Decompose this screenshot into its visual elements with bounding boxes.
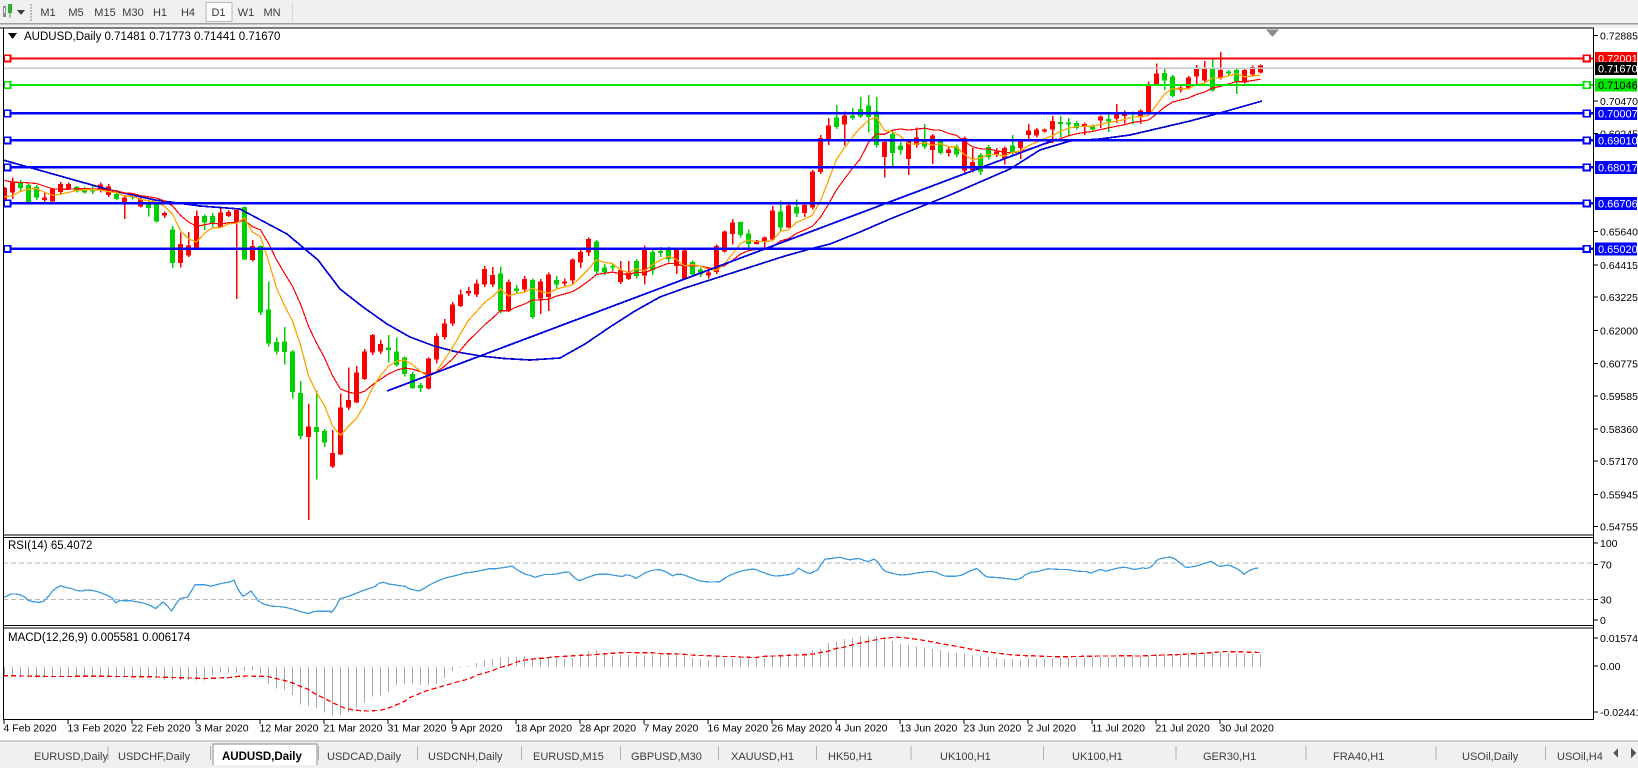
svg-text:16 May 2020: 16 May 2020 (708, 723, 769, 735)
svg-text:USDCAD,Daily: USDCAD,Daily (327, 751, 401, 763)
svg-text:4 Jun 2020: 4 Jun 2020 (836, 723, 888, 735)
svg-text:0.72885: 0.72885 (1600, 30, 1638, 42)
svg-text:0.63225: 0.63225 (1600, 292, 1638, 304)
svg-text:13 Jun 2020: 13 Jun 2020 (900, 723, 958, 735)
svg-text:M15: M15 (94, 7, 115, 19)
svg-text:MACD(12,26,9) 0.005581 0.00617: MACD(12,26,9) 0.005581 0.006174 (8, 632, 191, 644)
svg-text:USOil,H4: USOil,H4 (1557, 751, 1603, 763)
svg-text:RSI(14) 65.4072: RSI(14) 65.4072 (8, 540, 92, 552)
svg-text:0.70007: 0.70007 (1598, 108, 1638, 120)
svg-text:FRA40,H1: FRA40,H1 (1333, 751, 1384, 763)
svg-text:USOil,Daily: USOil,Daily (1462, 751, 1519, 763)
svg-text:0.64415: 0.64415 (1600, 260, 1638, 272)
svg-text:9 Apr 2020: 9 Apr 2020 (452, 723, 503, 735)
svg-text:M1: M1 (40, 7, 55, 19)
svg-text:EURUSD,Daily: EURUSD,Daily (34, 751, 108, 763)
svg-text:XAUUSD,H1: XAUUSD,H1 (731, 751, 794, 763)
svg-text:18 Apr 2020: 18 Apr 2020 (516, 723, 573, 735)
svg-text:AUDUSD,Daily: AUDUSD,Daily (222, 751, 302, 763)
svg-text:0.57170: 0.57170 (1600, 456, 1638, 468)
svg-text:28 Apr 2020: 28 Apr 2020 (580, 723, 637, 735)
svg-text:-0.024412: -0.024412 (1600, 707, 1638, 719)
svg-text:0.68017: 0.68017 (1598, 162, 1638, 174)
svg-text:0.00: 0.00 (1600, 661, 1621, 673)
svg-text:GBPUSD,M30: GBPUSD,M30 (631, 751, 702, 763)
svg-text:11 Jul 2020: 11 Jul 2020 (1092, 723, 1146, 735)
svg-text:UK100,H1: UK100,H1 (1072, 751, 1123, 763)
svg-text:USDCHF,Daily: USDCHF,Daily (118, 751, 191, 763)
svg-text:0.59585: 0.59585 (1600, 391, 1638, 403)
svg-text:0.65640: 0.65640 (1600, 227, 1638, 239)
svg-text:3 Mar 2020: 3 Mar 2020 (196, 723, 249, 735)
svg-text:30 Jul 2020: 30 Jul 2020 (1220, 723, 1274, 735)
svg-text:21 Mar 2020: 21 Mar 2020 (324, 723, 383, 735)
svg-text:26 May 2020: 26 May 2020 (772, 723, 833, 735)
svg-text:0.71046: 0.71046 (1598, 80, 1638, 92)
svg-text:0.70470: 0.70470 (1600, 96, 1638, 108)
svg-text:4 Feb 2020: 4 Feb 2020 (4, 723, 57, 735)
svg-text:2 Jul 2020: 2 Jul 2020 (1028, 723, 1077, 735)
svg-text:GER30,H1: GER30,H1 (1203, 751, 1256, 763)
svg-text:USDCNH,Daily: USDCNH,Daily (428, 751, 503, 763)
svg-text:M30: M30 (122, 7, 143, 19)
svg-text:0.65020: 0.65020 (1598, 244, 1638, 256)
svg-text:0.60775: 0.60775 (1600, 359, 1638, 371)
svg-text:31 Mar 2020: 31 Mar 2020 (388, 723, 447, 735)
svg-text:7 May 2020: 7 May 2020 (644, 723, 699, 735)
svg-text:0.66706: 0.66706 (1598, 198, 1638, 210)
svg-text:0.69010: 0.69010 (1598, 135, 1638, 147)
svg-text:0.55945: 0.55945 (1600, 489, 1638, 501)
svg-text:UK100,H1: UK100,H1 (940, 751, 991, 763)
svg-text:H1: H1 (153, 7, 167, 19)
svg-text:30: 30 (1600, 595, 1612, 607)
svg-text:0.54755: 0.54755 (1600, 522, 1638, 534)
svg-text:H4: H4 (181, 7, 195, 19)
svg-text:AUDUSD,Daily 0.71481 0.71773: AUDUSD,Daily 0.71481 0.71773 0.71441 0.7… (24, 31, 280, 43)
svg-text:0.015741: 0.015741 (1600, 633, 1638, 645)
svg-text:100: 100 (1600, 538, 1618, 550)
svg-text:21 Jul 2020: 21 Jul 2020 (1156, 723, 1210, 735)
svg-text:0.62000: 0.62000 (1600, 325, 1638, 337)
svg-text:22 Feb 2020: 22 Feb 2020 (132, 723, 191, 735)
svg-text:23 Jun 2020: 23 Jun 2020 (964, 723, 1022, 735)
svg-text:HK50,H1: HK50,H1 (828, 751, 873, 763)
svg-text:0.71670: 0.71670 (1598, 63, 1638, 75)
svg-text:MN: MN (263, 7, 280, 19)
svg-text:EURUSD,M15: EURUSD,M15 (533, 751, 604, 763)
svg-text:13 Feb 2020: 13 Feb 2020 (68, 723, 127, 735)
svg-text:12 Mar 2020: 12 Mar 2020 (260, 723, 319, 735)
svg-text:0: 0 (1600, 615, 1606, 627)
svg-text:M5: M5 (68, 7, 83, 19)
svg-text:70: 70 (1600, 560, 1612, 572)
svg-text:0.58360: 0.58360 (1600, 424, 1638, 436)
svg-text:W1: W1 (238, 7, 255, 19)
svg-text:D1: D1 (211, 7, 225, 19)
